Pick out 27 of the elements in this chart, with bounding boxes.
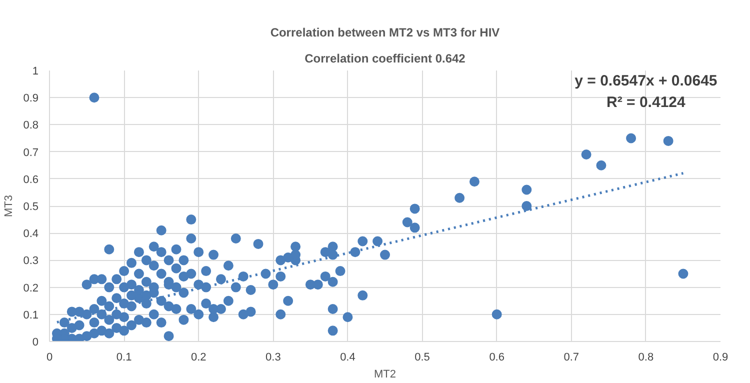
x-tick-label: 0.7 (564, 352, 580, 364)
x-tick-label: 0 (46, 352, 53, 364)
y-tick-label: 0 (32, 336, 39, 348)
x-axis-title: MT2 (374, 368, 396, 380)
x-tick-label: 0.4 (340, 352, 356, 364)
y-tick-label: 0.4 (23, 228, 39, 240)
y-tick-label: 0.5 (23, 201, 39, 213)
x-tick-label: 0.8 (638, 352, 654, 364)
y-tick-label: 0.9 (23, 92, 39, 105)
chart-title: Correlation between MT2 vs MT3 for HIV (270, 26, 500, 40)
annotation: R² = 0.4124 (606, 94, 686, 112)
x-tick-label: 0.2 (190, 352, 206, 364)
x-tick-label: 0.3 (266, 352, 281, 364)
x-tick-label: 0.5 (414, 352, 430, 364)
y-tick-label: 0.1 (23, 309, 39, 322)
x-tick-label: 0.9 (712, 352, 728, 364)
y-tick-label: 0.6 (23, 174, 39, 186)
y-axis-title: MT3 (3, 195, 16, 217)
annotation: y = 0.6547x + 0.0645 (574, 72, 718, 90)
y-tick-label: 1 (32, 66, 39, 78)
y-tick-label: 0.2 (23, 282, 39, 294)
y-tick-label: 0.7 (23, 146, 39, 159)
y-tick-label: 0.3 (23, 255, 39, 268)
y-tick-label: 0.8 (23, 120, 39, 132)
chart-subtitle: Correlation coefficient 0.642 (304, 52, 466, 66)
x-tick-label: 0.1 (116, 352, 132, 364)
x-tick-label: 0.6 (489, 352, 504, 364)
